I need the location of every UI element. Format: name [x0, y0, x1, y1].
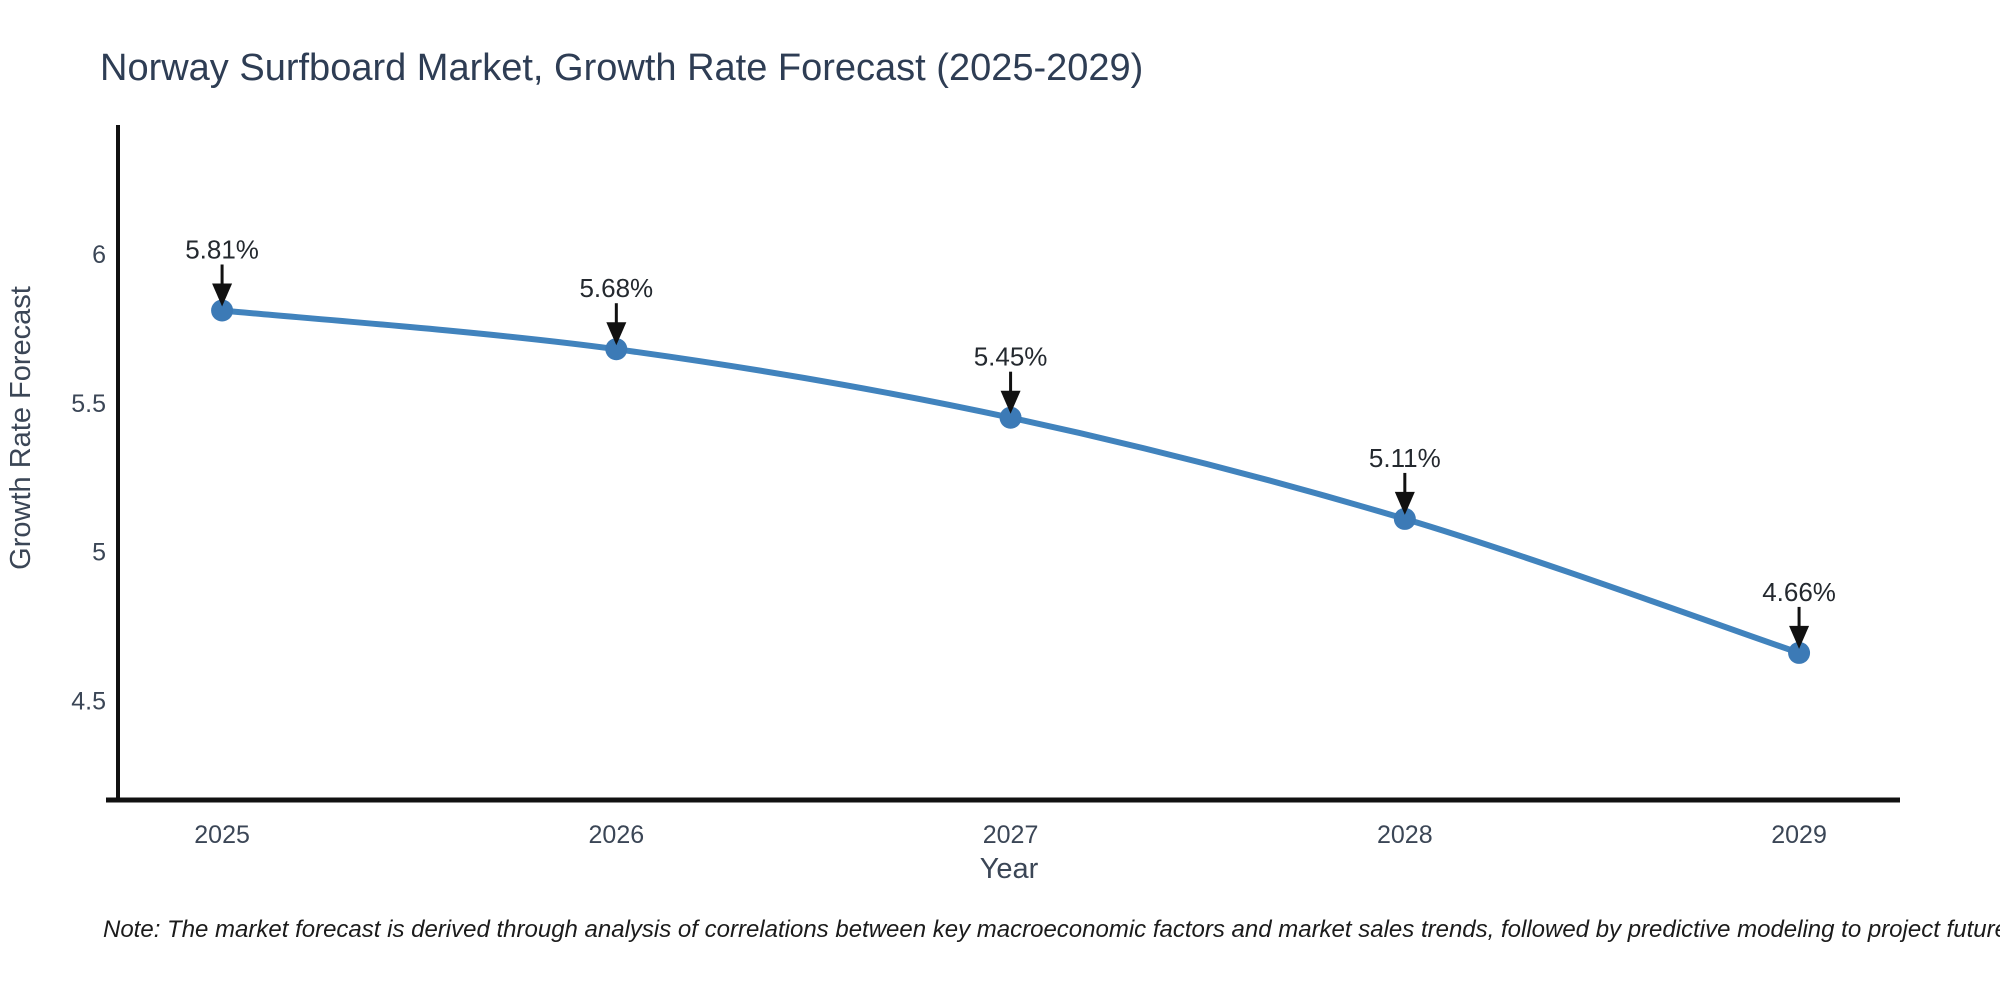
x-axis-title: Year [980, 853, 1039, 885]
x-tick-label: 2027 [983, 821, 1039, 849]
data-point-label: 4.66% [1762, 577, 1836, 607]
y-tick-label: 5 [92, 539, 106, 567]
data-point-marker [211, 299, 234, 322]
x-tick-label: 2026 [589, 821, 645, 849]
annotation-arrowhead-icon [1394, 491, 1415, 515]
data-point-label: 5.81% [185, 234, 259, 264]
annotation-layer: 5.81% 5.68% 5.45% 5.11% 4.66% [185, 234, 1836, 649]
data-point-marker [999, 406, 1022, 429]
y-tick-label: 4.5 [71, 688, 106, 716]
x-tick-label: 2028 [1377, 821, 1433, 849]
data-point-marker [1788, 641, 1811, 664]
axes-layer: 4.5 5 5.5 6 2025 2026 2027 2028 2029 [71, 125, 1900, 849]
annotation-arrowhead-icon [1000, 390, 1021, 414]
data-point-marker [605, 338, 628, 361]
y-axis-title: Growth Rate Forecast [5, 286, 37, 570]
x-tick-label: 2029 [1771, 821, 1827, 849]
y-tick-label: 6 [92, 241, 106, 269]
annotation-arrowhead-icon [212, 283, 233, 307]
data-point-label: 5.45% [974, 342, 1048, 372]
x-tick-label: 2025 [194, 821, 250, 849]
data-point-label: 5.68% [579, 273, 653, 303]
line-series-layer [211, 299, 1811, 664]
chart-title: Norway Surfboard Market, Growth Rate For… [100, 47, 1143, 89]
data-point-marker [1393, 507, 1416, 530]
footnote: Note: The market forecast is derived thr… [103, 916, 2000, 943]
data-point-label: 5.11% [1369, 443, 1441, 473]
y-tick-label: 5.5 [71, 390, 106, 418]
annotation-arrowhead-icon [606, 322, 627, 346]
annotation-arrowhead-icon [1789, 625, 1810, 649]
